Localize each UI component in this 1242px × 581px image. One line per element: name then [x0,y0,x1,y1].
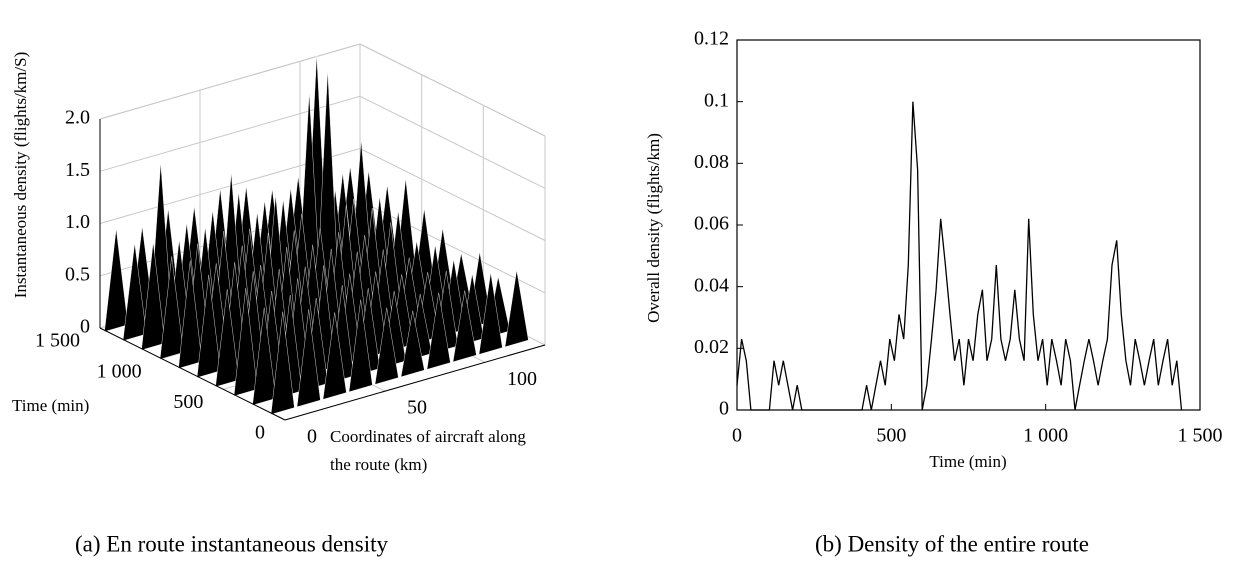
axis-line [284,344,546,421]
x-tick-label: 1 500 [1178,425,1223,447]
density-spike [374,307,399,385]
density-line [736,101,1183,411]
y-tick-label: 0 [719,398,729,420]
density-spike [322,312,347,400]
z-tick-label: 1.0 [65,211,90,233]
x-tick-label: 0 [732,425,742,447]
density-spike [348,299,373,393]
density-spike [296,309,321,408]
density-spike [159,256,184,360]
z-axis-label: Instantaneous density (flights/km/S) [11,52,30,298]
x-tick-label: 500 [876,425,906,447]
y-tick-label: 0.08 [694,151,729,173]
z-tick-label: 0 [80,316,90,338]
axis-line [99,327,286,421]
density-spike [270,311,295,415]
x-tick-label: 0 [307,426,317,448]
z-tick-label: 2.0 [65,107,90,129]
x-axis-label: Time (min) [929,452,1006,471]
y-tick-label: 0.1 [704,89,729,111]
y-tick-label: 1 000 [97,360,142,382]
density-spike [452,290,477,363]
y-axis-label: Overall density (flights/km) [644,133,663,323]
y-axis-label: Time (min) [12,396,89,415]
density-spike [233,288,258,397]
x-axis-label: Coordinates of aircraft along [330,427,526,446]
y-tick-label: 0.06 [694,213,729,235]
y-tick-label: 0.04 [694,274,729,296]
z-tick-label: 1.5 [65,159,90,181]
density-spike [178,260,203,369]
density-spike [400,310,425,378]
density-spike [196,274,221,378]
z-tick-label: 0.5 [65,263,90,285]
caption: (b) Density of the entire route [815,531,1089,556]
x-tick-label: 50 [407,397,427,419]
y-tick-label: 0.02 [694,336,729,358]
y-tick-label: 500 [173,391,203,413]
density-spike [141,242,166,351]
grid-line [99,43,546,137]
y-tick-label: 0 [255,422,265,444]
density-spike [504,270,529,348]
box-edge [99,43,546,345]
x-tick-label: 100 [507,368,537,390]
x-axis-label: the route (km) [330,455,427,474]
y-tick-label: 1 500 [35,330,80,352]
x-tick-label: 1 000 [1023,425,1068,447]
density-spike [252,307,277,406]
density-spike [478,272,503,355]
density-spike [122,243,147,342]
density-spike [426,292,451,370]
plot-frame [736,39,1201,411]
density-spike [104,228,129,332]
caption: (a) En route instantaneous density [75,531,388,556]
density-spike [215,289,240,388]
y-tick-label: 0.12 [694,28,729,50]
